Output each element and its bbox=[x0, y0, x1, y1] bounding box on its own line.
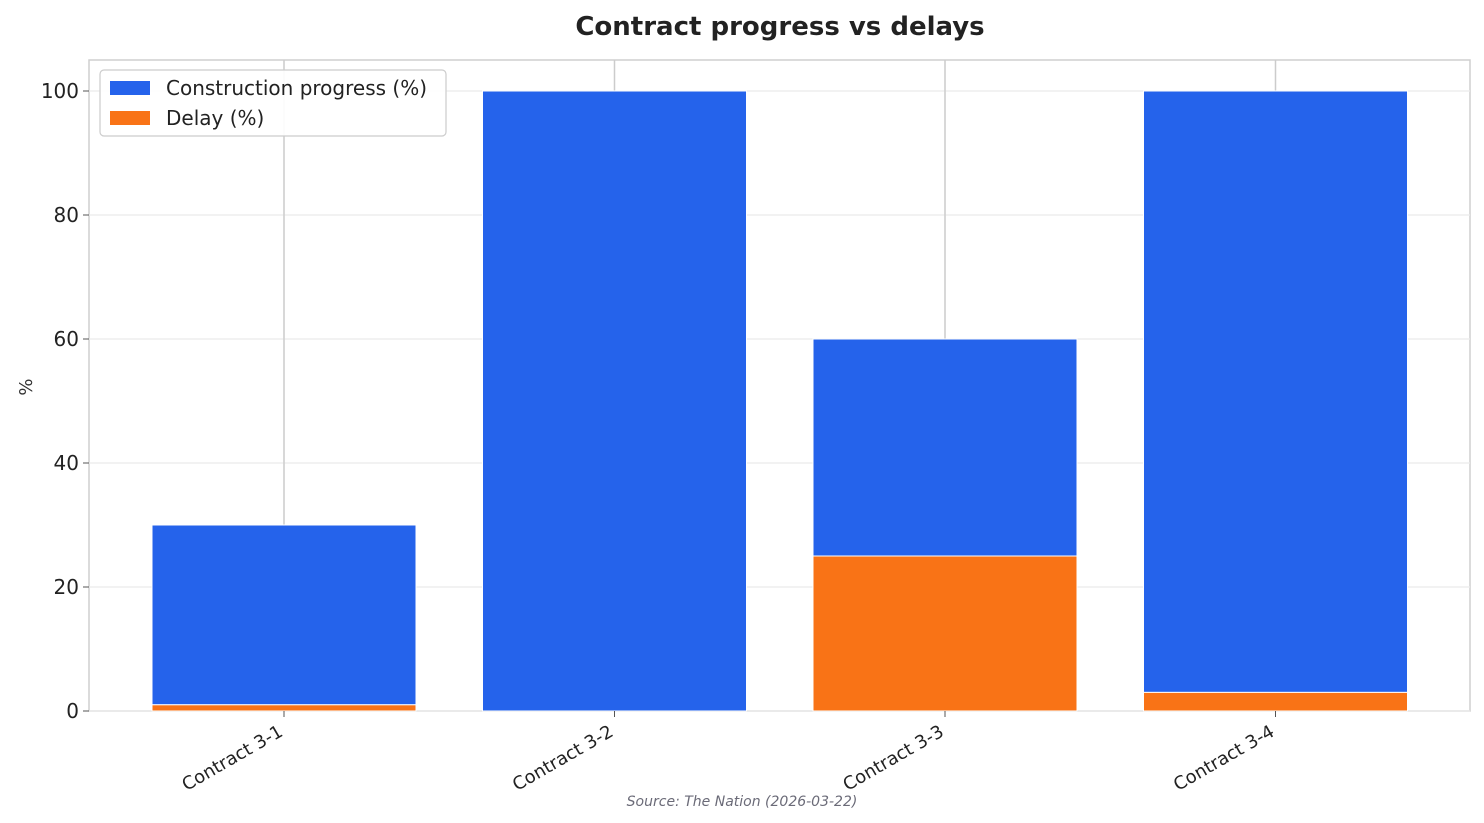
y-tick-label-100: 100 bbox=[41, 79, 79, 103]
x-axis-ticks: Contract 3-1 Contract 3-2 Contract 3-3 Cont… bbox=[179, 711, 1278, 796]
legend: Construction progress (%) Delay (%) bbox=[99, 69, 447, 137]
legend-swatch-delay bbox=[110, 111, 150, 125]
bar-progress-contract-4 bbox=[1143, 90, 1408, 693]
legend-label-delay: Delay (%) bbox=[166, 106, 264, 130]
bar-progress-contract-1 bbox=[151, 524, 417, 706]
y-tick-label-0: 0 bbox=[66, 699, 79, 723]
source-note: Source: The Nation (2026-03-22) bbox=[627, 794, 858, 810]
x-tick-label-contract-4: Contract 3-4 bbox=[1170, 721, 1278, 795]
bar-progress-contract-3 bbox=[812, 338, 1078, 557]
y-tick-label-40: 40 bbox=[54, 451, 79, 475]
y-tick-label-20: 20 bbox=[54, 575, 79, 599]
bar-delay-contract-4 bbox=[1143, 691, 1408, 712]
bar-delay-contract-3 bbox=[812, 555, 1078, 712]
legend-box bbox=[99, 69, 447, 137]
y-axis-label: % bbox=[16, 378, 37, 395]
x-tick-label-contract-2: Contract 3-2 bbox=[509, 721, 617, 795]
bar-progress-contract-2 bbox=[482, 90, 747, 712]
legend-label-construction-progress: Construction progress (%) bbox=[166, 76, 427, 100]
chart-title: Contract progress vs delays bbox=[575, 12, 984, 42]
y-tick-label-80: 80 bbox=[54, 203, 79, 227]
bar-delay-contract-1 bbox=[151, 704, 417, 712]
bars bbox=[151, 90, 1408, 712]
x-tick-label-contract-3: Contract 3-3 bbox=[840, 721, 948, 795]
legend-swatch-construction-progress bbox=[110, 81, 150, 95]
y-axis-ticks: 0 20 40 60 80 100 bbox=[41, 79, 89, 723]
y-tick-label-60: 60 bbox=[54, 327, 79, 351]
x-tick-label-contract-1: Contract 3-1 bbox=[179, 721, 287, 795]
